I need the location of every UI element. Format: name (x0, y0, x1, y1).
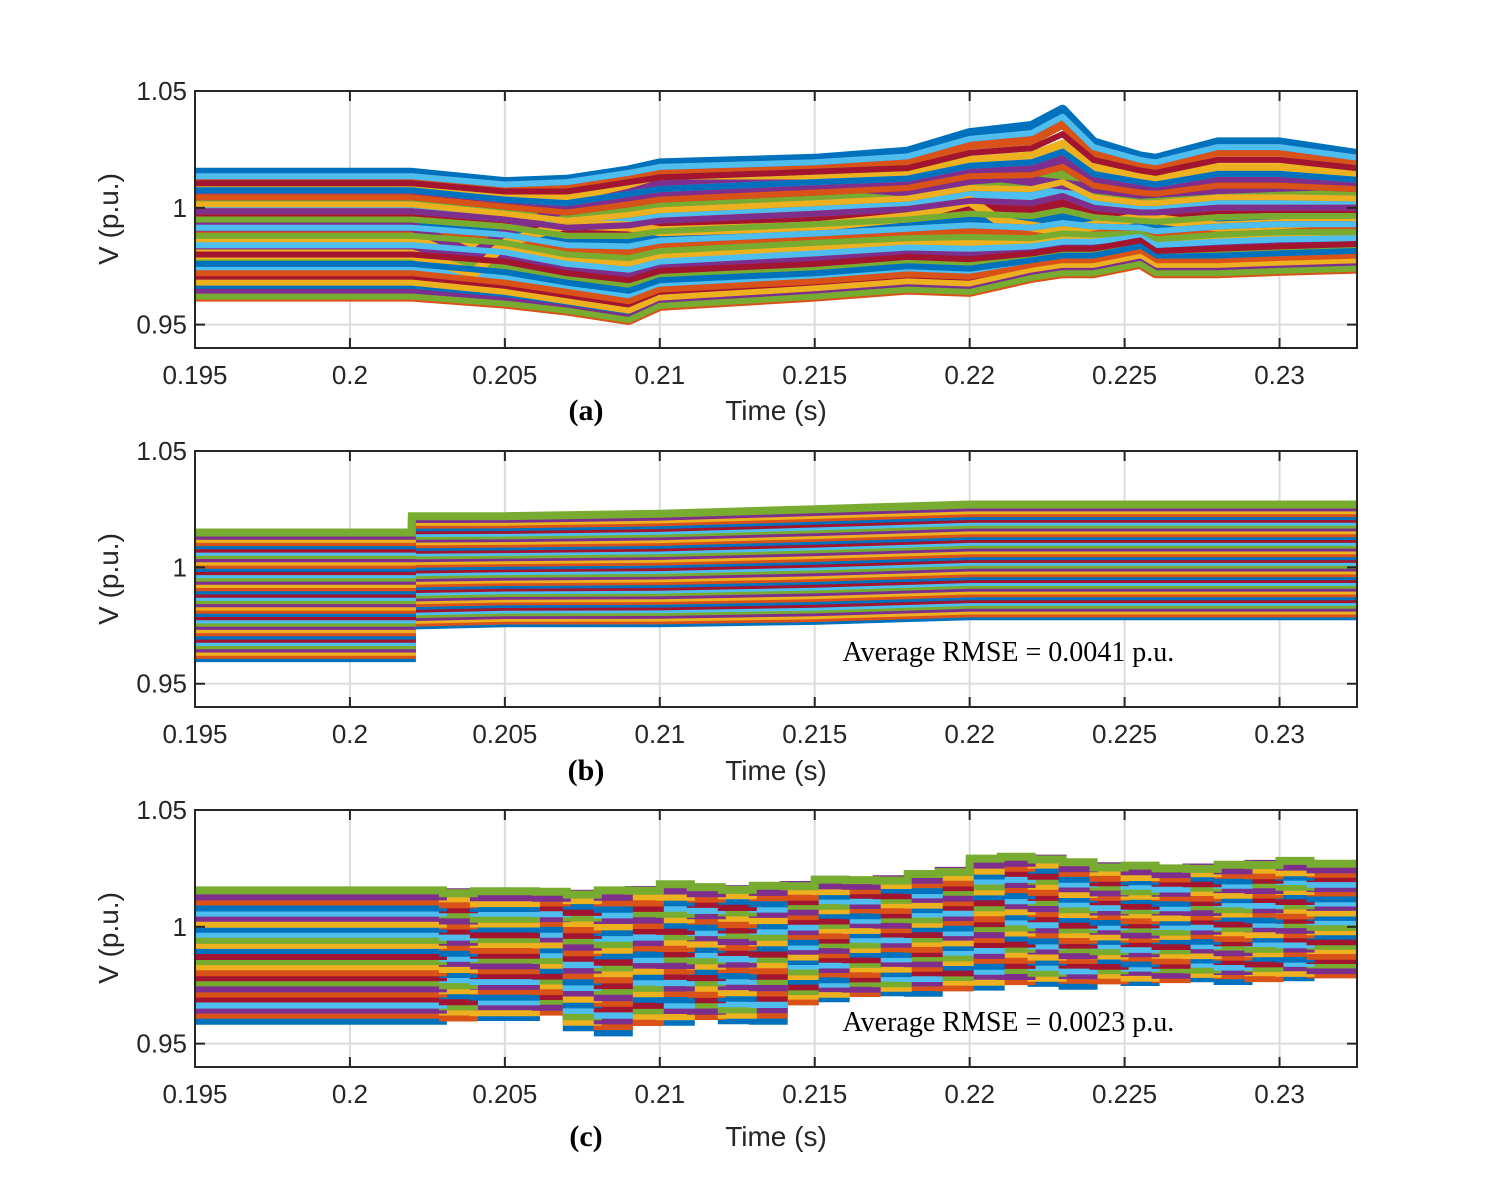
plot-area (195, 500, 1357, 663)
axes-box (194, 450, 1358, 708)
y-tick-label: 0.95 (136, 669, 187, 699)
x-tick-label: 0.215 (782, 360, 847, 390)
rmse-annotation: Average RMSE = 0.0041 p.u. (843, 637, 1175, 668)
y-axis-label-c: V (p.u.) (93, 892, 124, 984)
series-line (195, 184, 1357, 230)
panel-b: (b) Time (s) V (p.u.) 0.195 0.2 0.205 0.21 0… (93, 436, 1358, 787)
y-tick-label: 0.95 (136, 1029, 187, 1059)
x-tick-label: 0.2 (332, 360, 368, 390)
x-tick-label: 0.23 (1254, 1079, 1305, 1109)
series-line (195, 153, 1357, 213)
series-line (195, 234, 1357, 273)
series-line (195, 163, 1357, 216)
axes-box (194, 90, 1358, 349)
y-tick-label: 1 (173, 912, 187, 942)
series-line (195, 207, 1357, 239)
x-tick-label: 0.215 (782, 719, 847, 749)
series-line (195, 229, 1357, 262)
series-line (195, 131, 1357, 195)
panel-label-c: (c) (569, 1120, 602, 1153)
x-tick-label: 0.23 (1254, 719, 1305, 749)
series-line (195, 500, 1357, 537)
x-tick-label: 0.195 (162, 360, 227, 390)
x-tick-label: 0.23 (1254, 360, 1305, 390)
x-axis-label-b: Time (s) (725, 755, 827, 786)
y-tick-label: 1 (173, 193, 187, 223)
y-tick-label: 0.95 (136, 310, 187, 340)
x-tick-label: 0.2 (332, 1079, 368, 1109)
panel-label-a: (a) (569, 394, 604, 427)
x-tick-label: 0.22 (944, 360, 995, 390)
x-tick-label: 0.225 (1092, 360, 1157, 390)
panel-c: (c) Time (s) V (p.u.) 0.195 0.2 0.205 0.21 0… (93, 795, 1358, 1153)
series-line (195, 139, 1357, 204)
series-line (195, 223, 1357, 258)
rmse-annotation: Average RMSE = 0.0023 p.u. (843, 1007, 1175, 1038)
x-tick-label: 0.225 (1092, 1079, 1157, 1109)
series-line (195, 113, 1357, 188)
axes-box (194, 809, 1358, 1068)
series-line (195, 260, 1357, 323)
x-tick-label: 0.225 (1092, 719, 1157, 749)
series-line (195, 243, 1357, 294)
y-tick-label: 1 (173, 552, 187, 582)
x-tick-label: 0.21 (634, 360, 685, 390)
x-tick-label: 0.2 (332, 719, 368, 749)
x-axis-label-a: Time (s) (725, 395, 827, 426)
x-tick-label: 0.195 (162, 719, 227, 749)
y-tick-label: 1.05 (136, 76, 187, 106)
x-tick-label: 0.215 (782, 1079, 847, 1109)
series-line (195, 253, 1357, 314)
x-tick-label: 0.21 (634, 1079, 685, 1109)
y-axis-label-b: V (p.u.) (93, 533, 124, 625)
panel-a: (a) Time (s) V (p.u.) 0.195 0.2 0.205 0.21 0… (93, 76, 1358, 427)
x-tick-label: 0.21 (634, 719, 685, 749)
series-line (195, 148, 1357, 207)
x-tick-label: 0.22 (944, 719, 995, 749)
y-tick-label: 1.05 (136, 436, 187, 466)
series-line (195, 193, 1357, 231)
series-line (195, 220, 1357, 250)
y-axis-label-a: V (p.u.) (93, 173, 124, 265)
plot-area (195, 852, 1357, 1037)
y-tick-label: 1.05 (136, 795, 187, 825)
plot-area (195, 104, 1357, 325)
x-tick-label: 0.22 (944, 1079, 995, 1109)
series-line (195, 179, 1357, 224)
series-line (195, 237, 1357, 284)
x-tick-label: 0.205 (472, 1079, 537, 1109)
x-tick-label: 0.205 (472, 719, 537, 749)
x-tick-label: 0.195 (162, 1079, 227, 1109)
series-line (195, 249, 1357, 305)
panel-label-b: (b) (568, 754, 605, 787)
x-axis-label-c: Time (s) (725, 1121, 827, 1152)
series-line (195, 852, 1357, 899)
x-tick-label: 0.205 (472, 360, 537, 390)
